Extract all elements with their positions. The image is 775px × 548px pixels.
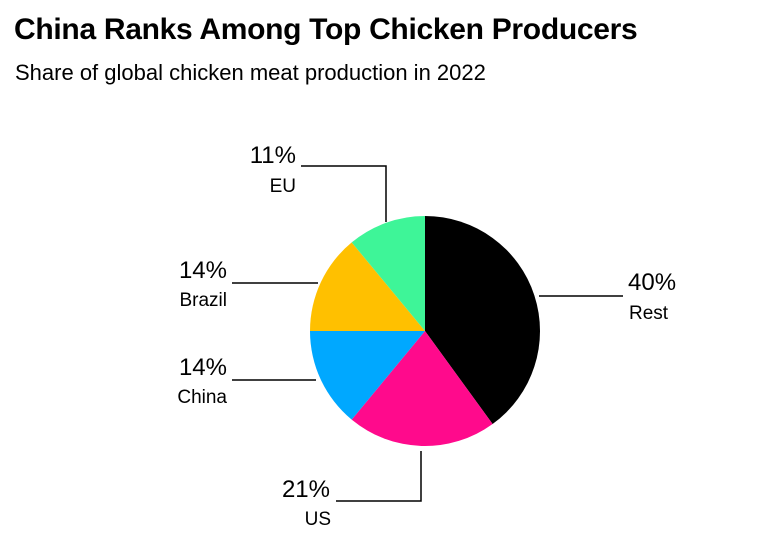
category-label-brazil: Brazil — [179, 290, 227, 311]
category-label-eu: EU — [270, 176, 296, 197]
pie-slice-china — [310, 331, 425, 420]
value-label-eu: 11% — [250, 142, 296, 169]
value-label-us: 21% — [282, 476, 330, 503]
value-label-china: 14% — [179, 354, 227, 381]
callout-rest: 40% Rest — [539, 269, 676, 324]
category-label-rest: Rest — [629, 303, 669, 324]
pie-slice-brazil — [310, 242, 425, 331]
chart-subtitle: Share of global chicken meat production … — [15, 60, 486, 85]
pie-slice-rest — [425, 216, 541, 425]
category-label-us: US — [305, 509, 331, 530]
leader-line-eu — [301, 165, 387, 222]
callout-us: 21% US — [282, 451, 422, 530]
callout-brazil: 14% Brazil — [179, 257, 318, 311]
leader-line-us — [336, 451, 422, 502]
callout-china: 14% China — [177, 354, 316, 408]
pie-slices — [310, 216, 541, 447]
category-label-china: China — [177, 387, 227, 408]
pie-slice-us — [351, 331, 493, 447]
callout-eu: 11% EU — [250, 142, 387, 222]
value-label-rest: 40% — [628, 269, 676, 296]
value-label-brazil: 14% — [179, 257, 227, 284]
chart-title: China Ranks Among Top Chicken Producers — [14, 13, 638, 46]
pie-slice-eu — [351, 216, 425, 331]
